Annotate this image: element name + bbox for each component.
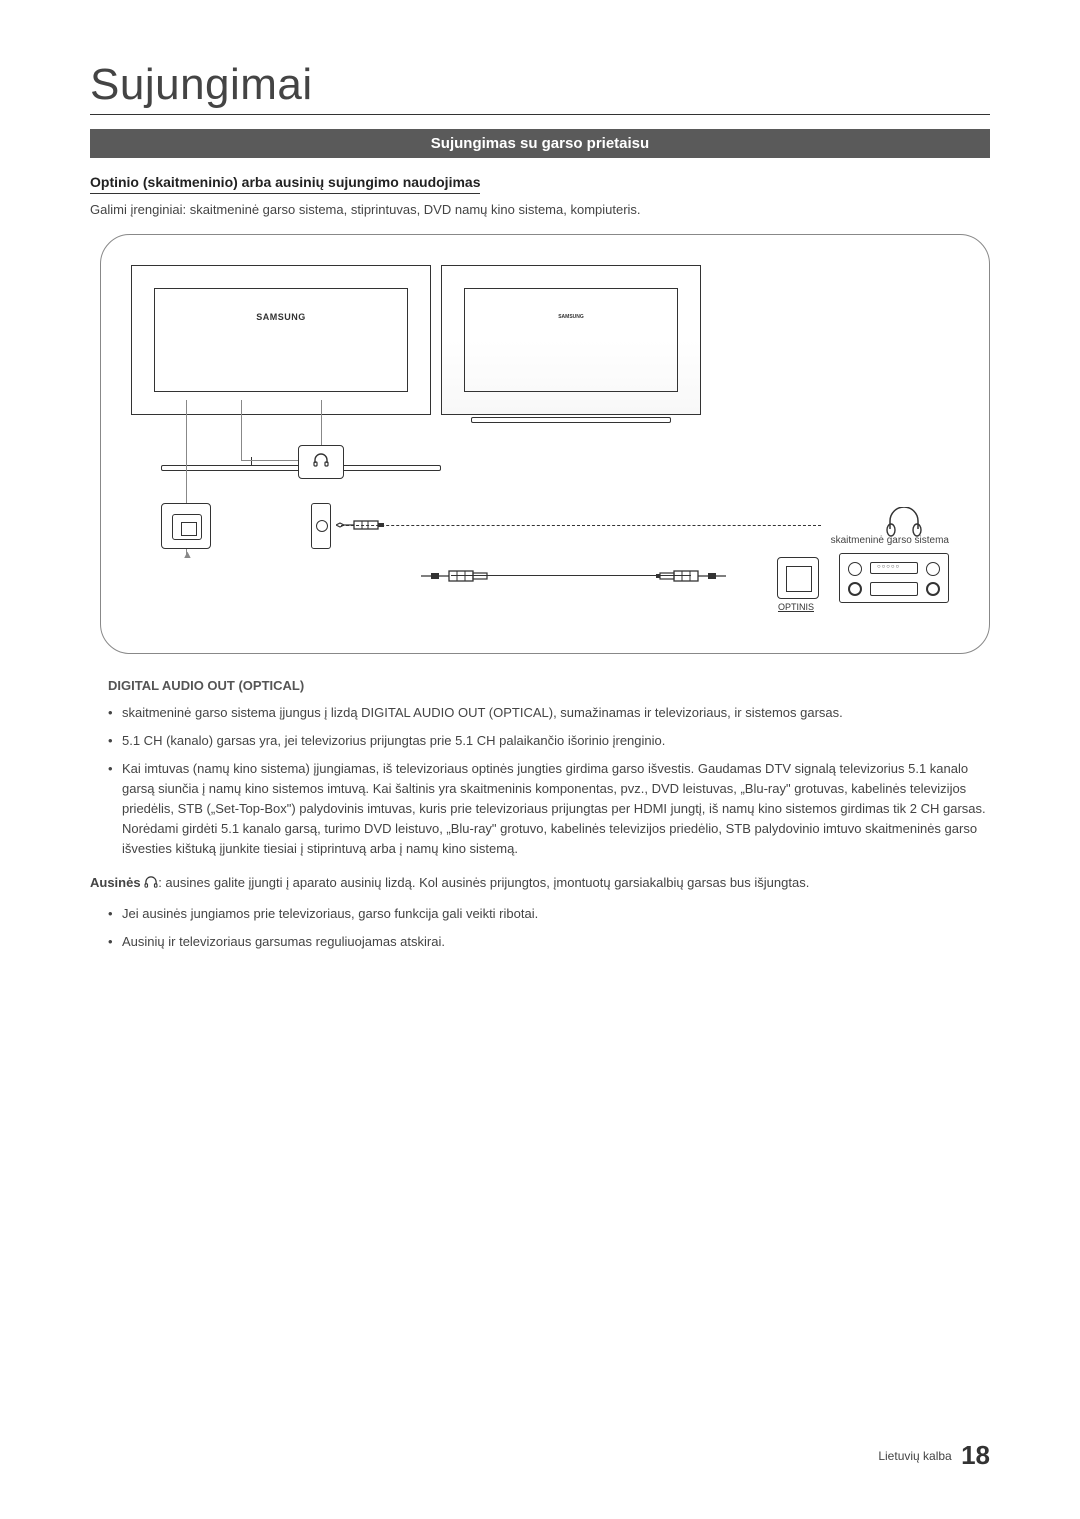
tv-back-view: SAMSUNG [441, 265, 741, 465]
list-item: Jei ausinės jungiamos prie televizoriaus… [108, 904, 990, 924]
list-item: 5.1 CH (kanalo) garsas yra, jei televizo… [108, 731, 990, 751]
connection-diagram: SAMSUNG SAMSUNG ▲ [100, 234, 990, 654]
digital-audio-system-icon [839, 553, 949, 603]
optical-cable [451, 575, 691, 577]
headphones-icon [884, 507, 924, 537]
audio-device-label: skaitmeninė garso sistema [831, 535, 949, 546]
tv-front-view: SAMSUNG [131, 265, 471, 465]
subsection-title: Optinio (skaitmeninio) arba ausinių suju… [90, 174, 480, 194]
ausines-text: : ausines galite įjungti į aparato ausin… [158, 875, 809, 890]
list-item: Ausinių ir televizoriaus garsumas reguli… [108, 932, 990, 952]
page-number: 18 [961, 1440, 990, 1470]
page-footer: Lietuvių kalba 18 [878, 1440, 990, 1471]
guide-line [241, 460, 299, 461]
page-title: Sujungimai [90, 60, 990, 115]
ausines-label: Ausinės [90, 875, 141, 890]
optical-cable-connector-icon [421, 567, 491, 590]
arrow-icon: ▲ [182, 549, 193, 561]
headphone-port-label-box [298, 445, 344, 479]
ausines-paragraph: Ausinės : ausines galite įjungti į apara… [90, 873, 990, 894]
headphone-jack-port-icon [311, 503, 331, 549]
intro-paragraph: Galimi įrenginiai: skaitmeninė garso sis… [90, 200, 990, 220]
headphone-icon [144, 874, 158, 894]
headphone-icon [313, 453, 329, 470]
optical-input-icon [777, 557, 819, 599]
digital-audio-bullets: skaitmeninė garso sistema įjungus į lizd… [108, 703, 990, 860]
brand-label-front: SAMSUNG [256, 312, 306, 322]
digital-audio-heading: DIGITAL AUDIO OUT (OPTICAL) [108, 678, 990, 693]
list-item: skaitmeninė garso sistema įjungus į lizd… [108, 703, 990, 723]
optical-cable-connector-icon [656, 567, 726, 590]
section-heading: Sujungimas su garso prietaisu [90, 129, 990, 158]
optinis-label: OPTINIS [778, 602, 814, 612]
guide-line [241, 400, 242, 460]
list-item: Kai imtuvas (namų kino sistema) įjungiam… [108, 759, 990, 860]
footer-language: Lietuvių kalba [878, 1449, 951, 1463]
optical-port-icon [161, 503, 211, 549]
ausines-bullets: Jei ausinės jungiamos prie televizoriaus… [108, 904, 990, 952]
headphone-cable [341, 525, 821, 526]
brand-label-back: SAMSUNG [558, 314, 584, 320]
